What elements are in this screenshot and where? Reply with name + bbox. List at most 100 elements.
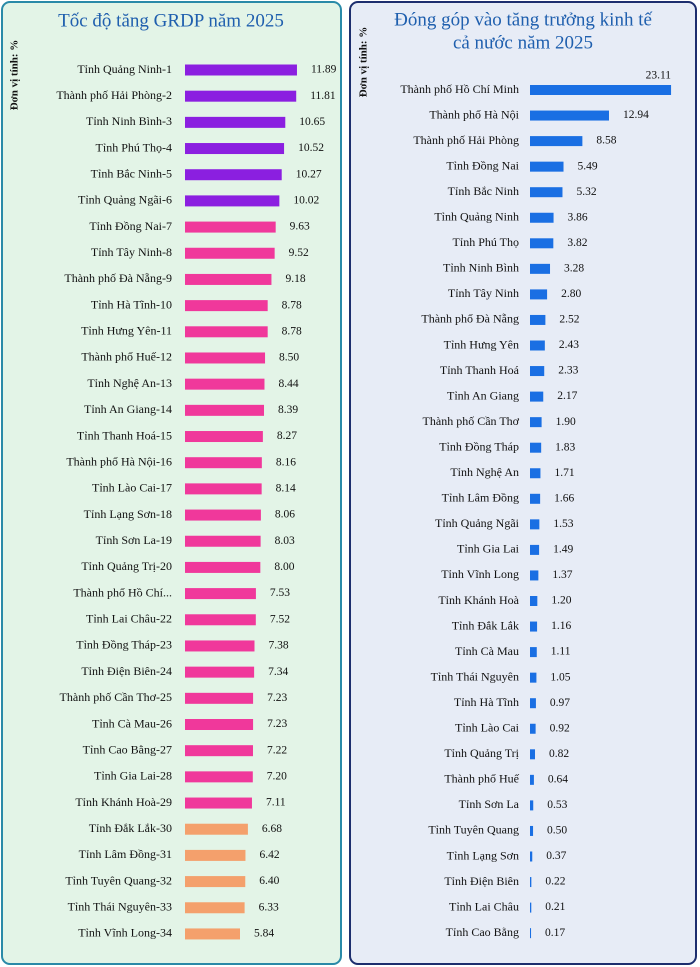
bar xyxy=(530,519,540,530)
value-label: 1.16 xyxy=(551,620,571,632)
value-label: 1.66 xyxy=(554,492,574,504)
bar xyxy=(185,143,285,155)
bar xyxy=(530,621,538,632)
value-label: 2.43 xyxy=(559,339,579,351)
value-label: 0.53 xyxy=(547,799,567,811)
category-label: Tỉnh An Giang-14 xyxy=(84,402,172,416)
bar xyxy=(185,457,262,469)
value-label: 9.18 xyxy=(285,273,305,285)
category-label: Thành phố Hà Nội xyxy=(429,107,519,121)
value-label: 0.64 xyxy=(548,773,568,785)
category-label: Tỉnh Thanh Hoá-15 xyxy=(77,428,172,442)
value-label: 7.11 xyxy=(266,797,286,809)
bar xyxy=(530,596,538,606)
bar xyxy=(530,161,564,172)
category-label: Tỉnh Sơn La-19 xyxy=(96,533,172,547)
value-label: 8.03 xyxy=(275,535,295,547)
bar xyxy=(185,90,297,102)
category-label: Tỉnh Lạng Sơn-18 xyxy=(84,507,172,521)
category-label: Tỉnh Lâm Đồng xyxy=(442,491,519,505)
value-label: 2.17 xyxy=(557,390,577,402)
category-label: Tỉnh Cà Mau-26 xyxy=(92,716,172,730)
bar xyxy=(530,851,533,862)
value-label: 23.11 xyxy=(646,70,672,82)
value-label: 5.49 xyxy=(578,160,598,172)
bar xyxy=(185,849,246,861)
bar xyxy=(185,116,286,128)
value-label: 8.16 xyxy=(276,456,296,468)
category-label: Tỉnh Quảng Ngãi-6 xyxy=(78,193,172,207)
category-label: Tỉnh Khánh Hoà-29 xyxy=(75,795,172,809)
category-label: Tỉnh Hà Tĩnh xyxy=(454,695,519,709)
category-label: Thành phố Hồ Chí Minh xyxy=(400,82,519,96)
value-label: 8.78 xyxy=(282,325,302,337)
category-label: Tỉnh Bắc Ninh-5 xyxy=(91,166,172,180)
bar xyxy=(185,169,282,181)
bar xyxy=(530,877,532,888)
category-label: Tỉnh Đồng Tháp-23 xyxy=(76,638,172,652)
value-label: 8.27 xyxy=(277,430,297,442)
category-label: Thành phố Hồ Chí... xyxy=(73,585,172,599)
bar xyxy=(185,535,261,547)
value-label: 0.50 xyxy=(547,825,567,837)
value-label: 1.53 xyxy=(553,518,573,530)
value-label: 7.20 xyxy=(267,771,287,783)
value-label: 6.40 xyxy=(259,875,279,887)
category-label: Tỉnh Lào Cai-17 xyxy=(92,481,172,495)
category-label: Tỉnh Ninh Bình-3 xyxy=(86,114,172,128)
category-label: Tỉnh An Giang xyxy=(447,388,519,402)
category-label: Tỉnh Bắc Ninh xyxy=(448,184,519,198)
value-label: 0.97 xyxy=(550,697,570,709)
bar xyxy=(185,64,297,76)
category-label: Tỉnh Hà Tĩnh-10 xyxy=(91,297,172,311)
value-label: 1.90 xyxy=(556,416,576,428)
bar xyxy=(185,640,255,652)
value-label: 1.11 xyxy=(551,646,571,658)
value-label: 7.23 xyxy=(267,692,287,704)
bar xyxy=(530,442,542,453)
category-label: Tỉnh Quảng Ninh-1 xyxy=(77,62,172,76)
chart-title: Tốc độ tăng GRDP năm 2025 xyxy=(58,10,284,31)
category-label: Thành phố Cần Thơ-25 xyxy=(60,690,172,704)
value-label: 7.34 xyxy=(268,666,288,678)
bar xyxy=(185,404,265,416)
category-label: Thành phố Hà Nội-16 xyxy=(66,454,172,468)
bar xyxy=(530,391,544,402)
category-label: Tỉnh Điện Biên-24 xyxy=(81,664,172,678)
category-label: Tỉnh Nghệ An xyxy=(450,465,519,479)
category-label: Tỉnh Hưng Yên xyxy=(444,337,519,351)
bar xyxy=(530,238,554,249)
category-label: Tỉnh Thái Nguyên-33 xyxy=(68,900,172,914)
value-label: 1.37 xyxy=(552,569,572,581)
value-label: 11.81 xyxy=(310,90,336,102)
value-label: 1.49 xyxy=(553,544,573,556)
bar xyxy=(530,493,541,504)
value-label: 1.71 xyxy=(554,467,574,479)
bar xyxy=(530,468,541,479)
bar xyxy=(185,876,246,888)
category-label: Tỉnh Quảng Trị-20 xyxy=(81,559,172,573)
category-label: Tỉnh Cà Mau xyxy=(455,644,519,658)
category-label: Tỉnh Tuyên Quang-32 xyxy=(65,873,172,887)
bar xyxy=(185,902,245,914)
value-label: 10.65 xyxy=(299,116,325,128)
value-label: 8.06 xyxy=(275,509,295,521)
bar xyxy=(530,647,537,658)
left-panel xyxy=(1,1,342,965)
value-label: 1.83 xyxy=(555,441,575,453)
category-label: Tỉnh Đắk Lắk-30 xyxy=(89,821,172,835)
bar xyxy=(185,352,266,364)
category-label: Tỉnh Sơn La xyxy=(459,797,520,811)
value-label: 10.52 xyxy=(298,142,324,154)
category-label: Tỉnh Gia Lai-28 xyxy=(94,769,172,783)
category-label: Tỉnh Lai Châu-22 xyxy=(86,612,172,626)
category-label: Tỉnh Quảng Ninh xyxy=(434,210,519,224)
value-label: 8.50 xyxy=(279,352,299,364)
category-label: Tỉnh Hưng Yên-11 xyxy=(81,324,172,338)
category-label: Tỉnh Tây Ninh-8 xyxy=(91,245,172,259)
value-label: 5.32 xyxy=(576,186,596,198)
bar xyxy=(185,928,240,940)
category-label: Thành phố Đà Nẵng xyxy=(421,312,519,326)
bar xyxy=(530,289,548,300)
value-label: 8.39 xyxy=(278,404,298,416)
